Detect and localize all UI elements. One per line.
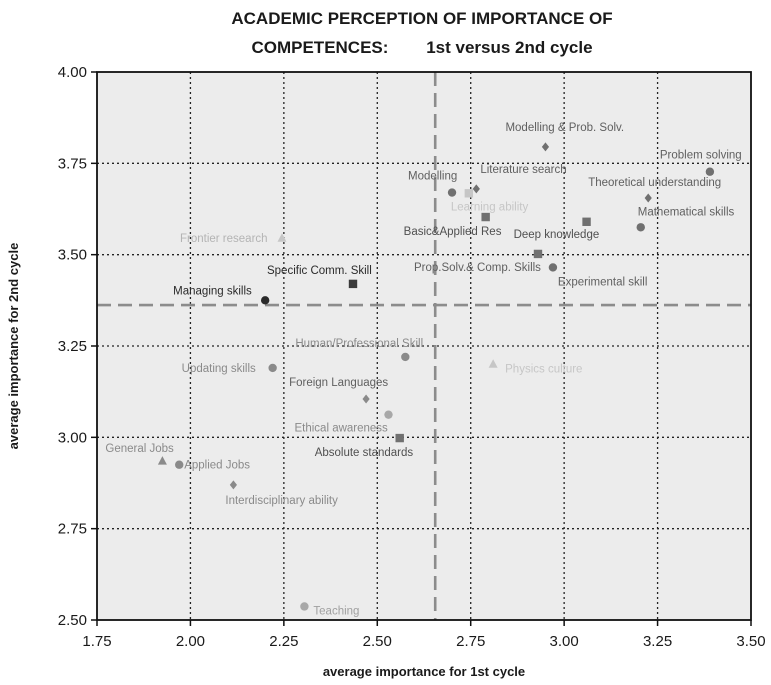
point-label: Mathematical skills [638,206,735,218]
x-tick-label: 1.75 [82,633,111,650]
point-label: Modelling [408,171,457,183]
scatter-point-diamond [362,394,370,404]
scatter-point-group: Experimental skill [548,263,647,288]
scatter-point-circle [636,223,645,232]
scatter-point-group: Prop.Solv.& Comp. Skills [414,249,543,274]
scatter-point-triangle [488,359,498,368]
point-label: Problem solving [660,150,742,162]
y-tick-label: 3.50 [58,247,87,264]
x-tick-label: 3.00 [550,633,579,650]
scatter-point-group: Foreign Languages [289,377,388,404]
point-label: Literature search [480,164,566,176]
y-tick-label: 3.75 [58,155,87,172]
point-label: Physics culture [505,363,582,375]
scatter-point-group: Applied Jobs [175,460,250,472]
scatter-point-square [533,249,543,259]
point-label: Modelling & Prob. Solv. [505,122,624,134]
point-label: Foreign Languages [289,377,388,389]
y-axis-label: average importance for 2nd cycle [6,243,21,450]
scatter-point-circle [175,460,184,469]
scatter-point-group: Basic&Applied Res [404,212,502,238]
scatter-point-group: Ethical awareness [294,410,393,435]
y-tick-label: 3.25 [58,338,87,355]
scatter-point-triangle [277,233,287,242]
scatter-point-circle [401,352,410,362]
point-label: Human/Professional Skill [295,338,423,350]
scatter-point-square [348,279,358,289]
point-label: Updating skills [182,363,256,375]
scatter-point-diamond [472,184,480,194]
point-label: Absolute standards [315,447,414,459]
scatter-point-group: Managing skills [173,285,270,305]
scatter-point-circle [268,363,277,373]
point-label: Ethical awareness [294,423,388,435]
scatter-point-circle [260,296,270,305]
x-tick-label: 3.25 [643,633,672,650]
y-tick-label: 2.75 [58,521,87,538]
reference-lines [97,72,751,620]
point-label: Interdisciplinary ability [225,495,338,507]
data-points: Modelling & Prob. Solv. Problem solving Mo… [105,122,741,618]
scatter-point-diamond [541,142,550,152]
scatter-point-square [481,212,490,222]
scatter-point-group: Updating skills [182,363,277,375]
point-label: Basic&Applied Res [404,226,502,238]
point-label: Prop.Solv.& Comp. Skills [414,262,541,274]
point-label: Managing skills [173,285,252,297]
y-tick-label: 2.50 [58,612,87,629]
scatter-point-circle [384,410,393,419]
scatter-point-group: Problem solving [660,150,742,176]
point-label: Experimental skill [558,276,647,288]
chart-title-line-1: ACADEMIC PERCEPTION OF IMPORTANCE OF [231,9,612,28]
x-tick-label: 2.75 [456,633,485,650]
scatter-point-group: Mathematical skills [636,206,735,232]
x-axis-label: average importance for 1st cycle [323,664,525,679]
y-tick-label: 3.00 [58,429,87,446]
scatter-point-group: Modelling [408,171,457,197]
scatter-point-square [582,217,591,226]
point-label: Applied Jobs [184,460,250,472]
axis-ticks: 1.75 2.00 2.25 2.50 2.75 3.00 3.25 3.50 2.50 2.75… [58,64,766,650]
scatter-point-group: Absolute standards [315,433,414,459]
x-tick-label: 2.50 [363,633,392,650]
point-label: Theoretical understanding [588,177,721,189]
scatter-point-group: Interdisciplinary ability [225,480,338,507]
x-tick-label: 2.25 [269,633,298,650]
x-tick-label: 3.50 [736,633,765,650]
scatter-point-group: Learning ability [451,189,529,213]
scatter-point-diamond [229,480,238,490]
grid-lines [97,72,751,620]
point-label: General Jobs [105,443,174,455]
scatter-point-group: Frontier research [180,233,287,245]
scatter-point-square [395,433,404,443]
scatter-point-group: Physics culture [488,359,582,375]
scatter-point-group: Specific Comm. Skill [267,265,372,289]
scatter-point-group: Modelling & Prob. Solv. [505,122,624,152]
point-label: Deep knowledge [514,229,600,241]
y-tick-label: 4.00 [58,64,87,81]
scatter-point-square [464,189,474,198]
scatter-point-circle [548,263,558,272]
point-label: Teaching [313,605,359,617]
scatter-point-group: Deep knowledge [514,217,600,241]
scatter-point-group: Theoretical understanding [588,177,721,203]
scatter-point-diamond [644,193,652,203]
chart-title-line-2: COMPETENCES: 1st versus 2nd cycle [251,38,592,57]
scatter-point-circle [447,188,457,197]
point-label: Learning ability [451,201,529,213]
point-label: Frontier research [180,233,268,245]
scatter-point-group: General Jobs [105,443,174,465]
scatter-point-circle [300,602,309,611]
scatter-point-triangle [157,456,167,465]
scatter-point-group: Literature search [472,164,567,194]
scatter-point-group: Teaching [300,602,359,617]
scatter-point-group: Human/Professional Skill [295,338,423,362]
scatter-point-circle [705,167,715,176]
x-tick-label: 2.00 [176,633,205,650]
point-label: Specific Comm. Skill [267,265,372,277]
